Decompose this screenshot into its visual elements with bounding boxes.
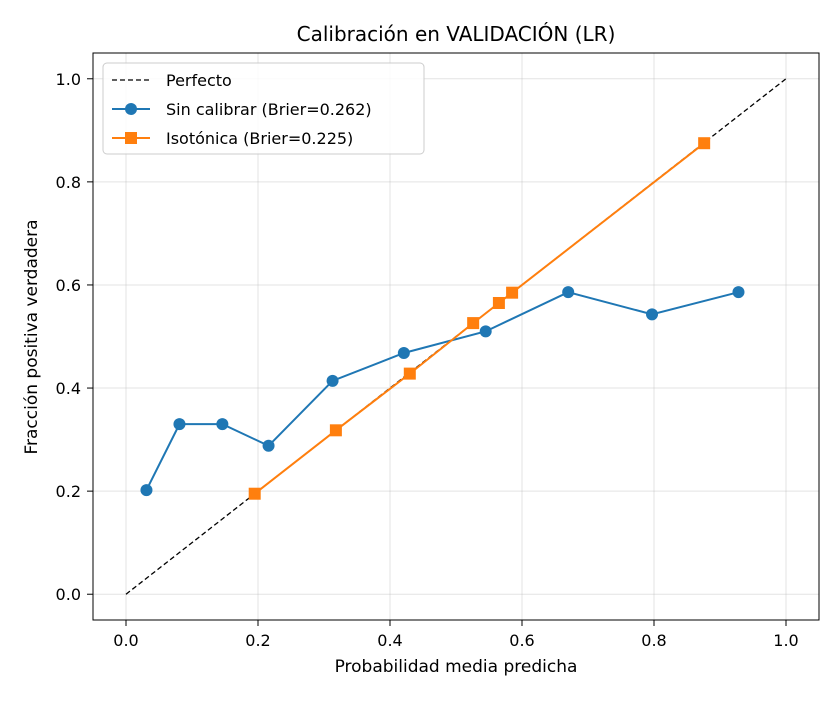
data-point — [562, 286, 575, 299]
data-point — [329, 424, 342, 437]
data-point — [326, 374, 339, 387]
y-tick-label: 0.8 — [56, 173, 81, 192]
y-axis-label: Fracción positiva verdadera — [22, 219, 42, 454]
x-axis-label: Probabilidad media predicha — [335, 657, 578, 677]
legend-box — [102, 62, 425, 155]
y-tick-label: 0.6 — [56, 276, 81, 295]
chart-title: Calibración en VALIDACIÓN (LR) — [297, 22, 616, 46]
x-tick-label: 0.2 — [245, 631, 270, 650]
series-line — [145, 291, 739, 491]
series-layer — [125, 78, 787, 595]
x-tick-label: 0.8 — [641, 631, 666, 650]
legend-label: Isotónica (Brier=0.225) — [166, 129, 353, 148]
data-point — [397, 346, 410, 359]
data-point — [732, 286, 745, 299]
data-point — [506, 286, 519, 299]
data-point — [646, 308, 659, 321]
legend: Perfecto Sin calibrar (Brier=0.262) Isotón… — [102, 62, 425, 155]
data-point — [248, 487, 261, 500]
x-tick-label: 0.4 — [377, 631, 402, 650]
plot-frame — [92, 52, 820, 621]
data-point — [216, 418, 229, 431]
data-point — [698, 137, 711, 150]
y-tick-label: 0.4 — [56, 379, 81, 398]
data-point — [262, 439, 275, 452]
data-point — [479, 325, 492, 338]
legend-label: Sin calibrar (Brier=0.262) — [166, 100, 372, 119]
x-tick-label: 0.0 — [113, 631, 138, 650]
y-tick-label: 0.2 — [56, 482, 81, 501]
y-tick-label: 0.0 — [56, 585, 81, 604]
data-point — [467, 317, 480, 330]
data-point — [403, 367, 416, 380]
data-point — [140, 484, 153, 497]
x-tick-label: 1.0 — [773, 631, 798, 650]
series-1 — [140, 286, 745, 497]
legend-marker — [125, 132, 137, 144]
y-tick-label: 1.0 — [56, 70, 81, 89]
x-tick-label: 0.6 — [509, 631, 534, 650]
legend-label: Perfecto — [166, 71, 232, 90]
data-point — [492, 296, 505, 309]
series-2 — [248, 137, 711, 500]
data-point — [173, 418, 186, 431]
legend-marker — [125, 103, 137, 115]
ticks: 0.0 0.2 0.4 0.6 0.8 1.0 0.0 0.2 0.4 0.6 0.8 1.0 — [56, 70, 799, 650]
